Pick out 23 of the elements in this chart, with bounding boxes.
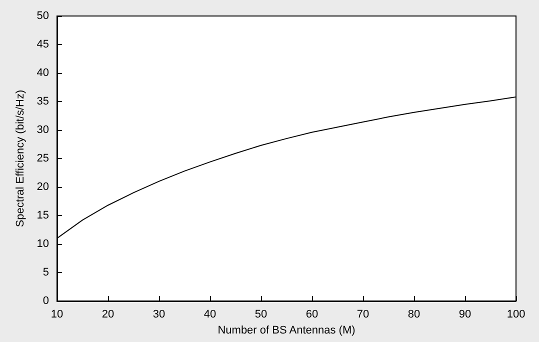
x-tick-label: 100 xyxy=(506,308,526,320)
y-tick-label: 15 xyxy=(36,210,49,222)
y-tick-label: 25 xyxy=(36,152,49,164)
x-tick-label: 30 xyxy=(152,308,166,320)
x-tick-label: 60 xyxy=(306,308,318,320)
y-tick-label: 30 xyxy=(36,124,49,136)
y-tick-label: 5 xyxy=(42,266,49,278)
y-tick-label: 35 xyxy=(36,96,49,108)
x-tick-label: 20 xyxy=(102,308,114,320)
y-tick-label: 40 xyxy=(36,67,49,79)
y-tick-label: 50 xyxy=(36,10,49,22)
y-tick-label: 10 xyxy=(36,238,49,250)
x-tick-label: 10 xyxy=(50,308,64,320)
y-tick-label: 20 xyxy=(36,181,49,193)
y-tick-label: 45 xyxy=(36,38,49,50)
x-tick-label: 70 xyxy=(356,308,370,320)
x-axis-title: Number of BS Antennas (M) xyxy=(218,324,356,336)
y-tick-label: 0 xyxy=(42,295,49,307)
x-tick-label: 80 xyxy=(408,308,420,320)
x-tick-label: 50 xyxy=(254,308,268,320)
x-tick-label: 90 xyxy=(458,308,472,320)
y-axis-title: Spectral Efficiency (bit/s/Hz) xyxy=(14,90,26,228)
x-tick-label: 40 xyxy=(204,308,216,320)
